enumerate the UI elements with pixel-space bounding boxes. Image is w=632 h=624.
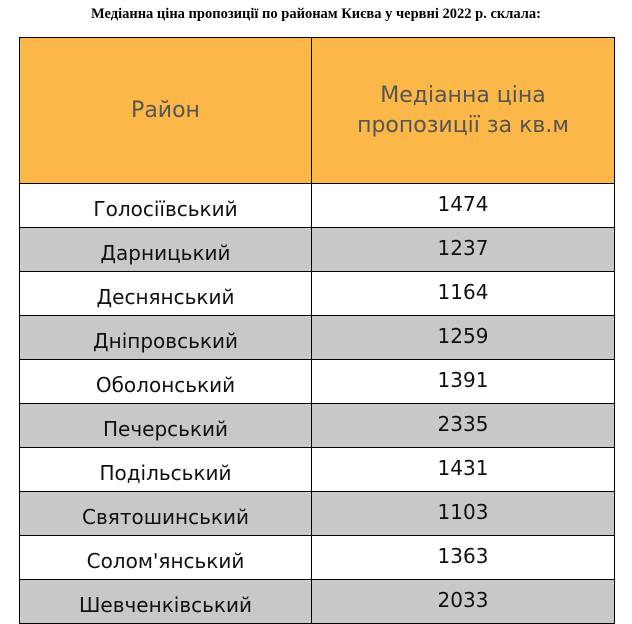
district-cell: Дарницький <box>19 227 312 272</box>
price-cell: 1259 <box>311 315 615 360</box>
table-row: Деснянський 1164 <box>19 271 615 316</box>
price-cell: 1474 <box>311 183 615 228</box>
district-cell: Голосіївський <box>19 183 312 228</box>
district-cell: Подільський <box>19 447 312 492</box>
price-cell: 2033 <box>311 579 615 624</box>
price-table: Район Медіанна ціна пропозиції за кв.м Г… <box>19 37 615 624</box>
price-cell: 2335 <box>311 403 615 448</box>
header-price: Медіанна ціна пропозиції за кв.м <box>311 37 615 184</box>
header-price-label: Медіанна ціна пропозиції за кв.м <box>357 82 569 138</box>
district-cell: Оболонський <box>19 359 312 404</box>
table-row: Печерський 2335 <box>19 403 615 448</box>
header-district-label: Район <box>131 97 200 123</box>
table-row: Подільський 1431 <box>19 447 615 492</box>
header-district: Район <box>19 37 312 184</box>
table-row: Голосіївський 1474 <box>19 183 615 228</box>
price-cell: 1164 <box>311 271 615 316</box>
district-cell: Шевченківський <box>19 579 312 624</box>
table-row: Дарницький 1237 <box>19 227 615 272</box>
page-title: Медіанна ціна пропозиції по районам Києв… <box>91 6 541 22</box>
table-row: Солом'янський 1363 <box>19 535 615 580</box>
table-row: Оболонський 1391 <box>19 359 615 404</box>
district-cell: Печерський <box>19 403 312 448</box>
table-row: Святошинський 1103 <box>19 491 615 536</box>
district-cell: Дніпровський <box>19 315 312 360</box>
district-cell: Деснянський <box>19 271 312 316</box>
price-cell: 1363 <box>311 535 615 580</box>
table-header-row: Район Медіанна ціна пропозиції за кв.м <box>19 37 615 184</box>
table-body: Голосіївський 1474 Дарницький 1237 Деснянськ… <box>19 183 615 624</box>
district-cell: Святошинський <box>19 491 312 536</box>
price-cell: 1391 <box>311 359 615 404</box>
district-cell: Солом'янський <box>19 535 312 580</box>
table-row: Шевченківський 2033 <box>19 579 615 624</box>
price-cell: 1103 <box>311 491 615 536</box>
price-cell: 1237 <box>311 227 615 272</box>
table-row: Дніпровський 1259 <box>19 315 615 360</box>
price-cell: 1431 <box>311 447 615 492</box>
